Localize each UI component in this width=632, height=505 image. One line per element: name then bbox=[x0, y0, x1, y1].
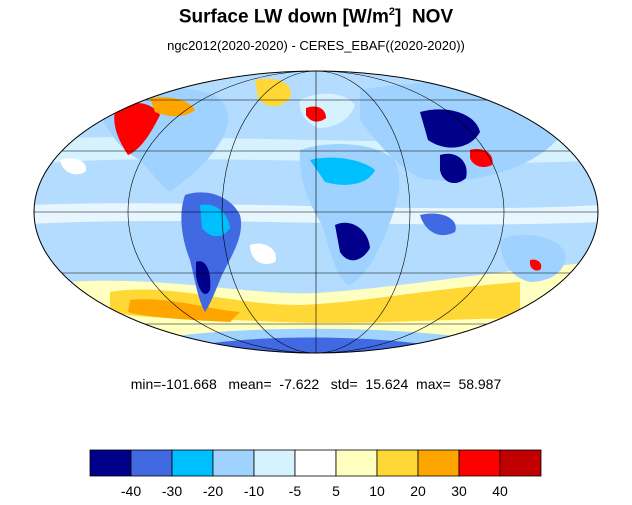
title-text: Surface LW down [W/m bbox=[178, 6, 389, 28]
max-label: max= bbox=[416, 376, 451, 392]
australia-red bbox=[529, 259, 542, 271]
colorbar-tick-label: -5 bbox=[289, 483, 302, 499]
colorbar-box-8 bbox=[417, 449, 460, 477]
colorbar-box-6 bbox=[335, 449, 378, 477]
colorbar-box-1 bbox=[130, 449, 173, 477]
central-asia-dark bbox=[420, 109, 480, 148]
colorbar-boxes bbox=[89, 449, 542, 477]
min-label: min= bbox=[130, 376, 162, 392]
meridian-60 bbox=[221, 71, 411, 353]
colorbar-box-2 bbox=[171, 449, 214, 477]
colorbar-tick-label: -10 bbox=[244, 483, 264, 499]
southern-africa-dark bbox=[335, 222, 370, 261]
colorbar-tick-label: 10 bbox=[369, 483, 385, 499]
colorbar-tick-label: 30 bbox=[451, 483, 467, 499]
colorbar-box-10 bbox=[499, 449, 542, 477]
colorbar-tick-label: -30 bbox=[162, 483, 182, 499]
graticule bbox=[34, 71, 598, 353]
north-america-red bbox=[114, 103, 160, 155]
colorbar-tick-label: 40 bbox=[492, 483, 508, 499]
andes-dark bbox=[196, 261, 211, 295]
sahara bbox=[310, 157, 375, 185]
title-close: ] bbox=[395, 6, 402, 28]
plot-subtitle: ngc2012(2020-2020) - CERES_EBAF((2020-20… bbox=[167, 38, 465, 53]
colorbar-box-5 bbox=[294, 449, 337, 477]
stats-line: min=-101.668 mean= -7.622 std= 15.624 ma… bbox=[0, 376, 632, 392]
max-value: 58.987 bbox=[458, 376, 502, 392]
greenland bbox=[255, 78, 291, 107]
std-value: 15.624 bbox=[365, 376, 409, 392]
southern-orange-patch bbox=[128, 299, 240, 322]
atlantic-white-patch bbox=[250, 243, 276, 265]
title-superscript: 2 bbox=[388, 6, 396, 18]
std-label: std= bbox=[330, 376, 358, 392]
colorbar-box-0 bbox=[89, 449, 132, 477]
map-outline bbox=[33, 70, 599, 354]
colorbar-box-3 bbox=[212, 449, 255, 477]
pacific-white-patch bbox=[60, 158, 86, 175]
tibet-dark bbox=[440, 153, 467, 184]
australia bbox=[500, 234, 566, 282]
colorbar-tick-label: -20 bbox=[203, 483, 223, 499]
colorbar-tick-label: 5 bbox=[332, 483, 340, 499]
colorbar-box-4 bbox=[253, 449, 296, 477]
colorbar-tick-label: -40 bbox=[121, 483, 141, 499]
mean-label: mean= bbox=[228, 376, 272, 392]
plot-title: Surface LW down [W/m2] NOV bbox=[0, 6, 632, 28]
indian-ocean-patch bbox=[420, 213, 456, 236]
colorbar-box-9 bbox=[458, 449, 501, 477]
colorbar-tick-label: 20 bbox=[410, 483, 426, 499]
colorbar-box-7 bbox=[376, 449, 419, 477]
colorbar-labels: -40 -30 -20 -10 -5 5 10 20 30 40 bbox=[121, 483, 508, 499]
mean-value: -7.622 bbox=[279, 376, 320, 392]
title-month: NOV bbox=[411, 6, 454, 28]
min-value: -101.668 bbox=[161, 376, 217, 392]
meridian-120 bbox=[127, 71, 505, 353]
